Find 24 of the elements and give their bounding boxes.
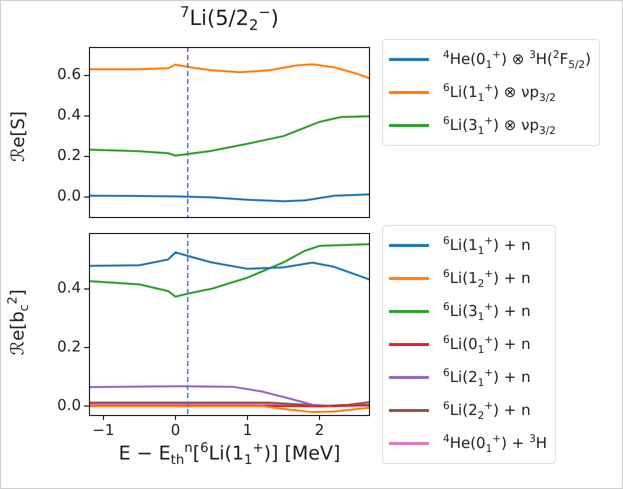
x-tick-label: −1 bbox=[92, 420, 114, 439]
legend-label: $^{6}$Li(3$_{1}$$^{+}$) + n bbox=[443, 300, 531, 322]
chart-title: $^{7}$Li(5/2$_{2}$$^{−}$) bbox=[179, 4, 280, 34]
legend-label: $^{4}$He(0$_{1}$$^{+}$) + $^{3}$H bbox=[443, 432, 548, 454]
x-tick-label: 0 bbox=[170, 420, 180, 439]
text: $^{4}$He(0$_{1}$$^{+}$) ⊗ $^{3}$H($^{2}$F$_{5/2}$) bbox=[443, 48, 591, 70]
y-tick-label: 0.4 bbox=[57, 278, 81, 297]
y-tick-label: 0.2 bbox=[57, 337, 81, 356]
y-tick-label: 0.2 bbox=[57, 146, 81, 164]
text: E − E$_{th}$$^{n}$[$^{6}$Li(1$_{1}$$^{+}$)] [MeV] bbox=[118, 441, 340, 468]
legend-label: $^{6}$Li(1$_{1}$$^{+}$) ⊗ νp$_{3/2}$ bbox=[443, 82, 556, 104]
x-tick-label: 1 bbox=[242, 420, 252, 439]
y-tick-label: 0.4 bbox=[57, 106, 81, 124]
x-tick-label: 2 bbox=[314, 420, 324, 439]
legend-label: $^{6}$Li(1$_{2}$$^{+}$) + n bbox=[443, 268, 531, 290]
y-tick-label: 0.0 bbox=[57, 396, 81, 414]
legend-label: $^{6}$Li(3$_{1}$$^{+}$) ⊗ νp$_{3/2}$ bbox=[443, 114, 556, 136]
legend-label: $^{6}$Li(1$_{1}$$^{+}$) + n bbox=[443, 234, 531, 256]
y-axis-title: ℛe[S] bbox=[7, 110, 28, 162]
y-tick-label: 0.6 bbox=[57, 65, 81, 84]
y-tick-label: 0.0 bbox=[57, 186, 81, 205]
legend-label: $^{6}$Li(2$_{1}$$^{+}$) + n bbox=[443, 366, 531, 388]
legend-label: $^{6}$Li(0$_{1}$$^{+}$) + n bbox=[443, 334, 531, 356]
legend-label: $^{6}$Li(2$_{2}$$^{+}$) + n bbox=[443, 400, 531, 422]
